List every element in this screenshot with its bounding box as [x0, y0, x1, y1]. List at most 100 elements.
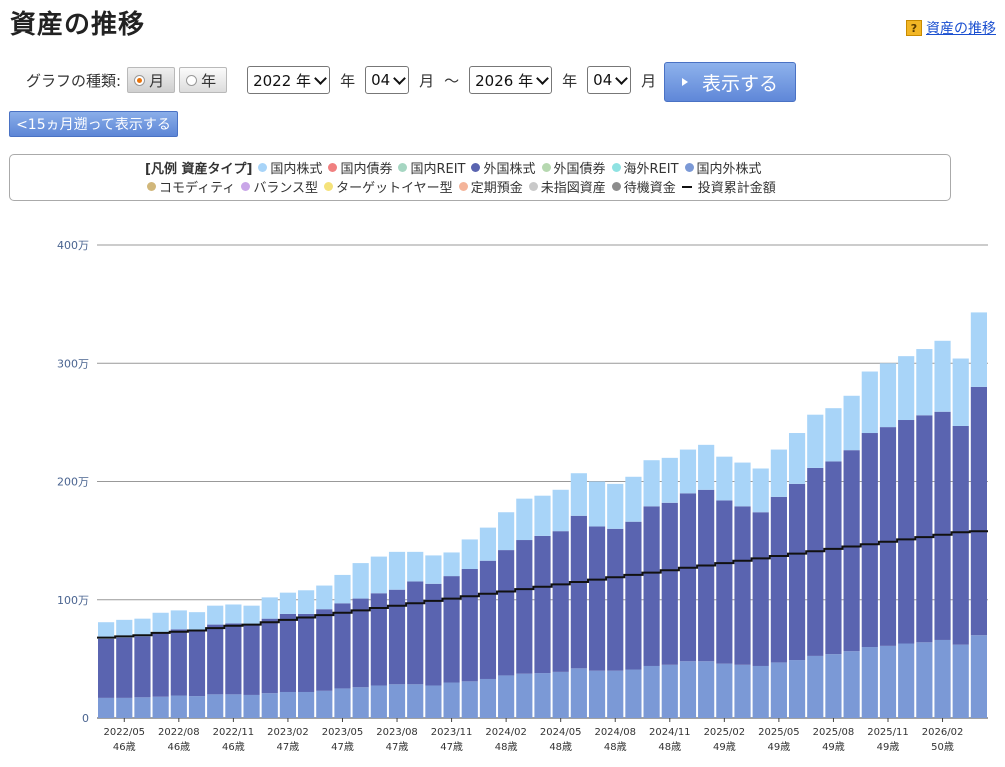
bar-segment	[498, 512, 515, 551]
start-year-select[interactable]: 2022 年	[247, 66, 331, 94]
bar-segment	[407, 581, 424, 685]
legend-item: 投資累計金額	[681, 177, 776, 196]
bar-segment	[534, 673, 551, 718]
bar-segment	[752, 512, 769, 666]
show-button-label: 表示する	[701, 72, 778, 95]
help-link-text[interactable]: 資産の推移	[926, 21, 996, 37]
bar-segment	[861, 647, 878, 718]
bar-segment	[770, 496, 787, 663]
bar-segment	[698, 444, 715, 490]
radio-month-button[interactable]: 月	[127, 67, 176, 93]
bar-segment	[316, 690, 333, 718]
bar-segment	[98, 697, 115, 718]
bar-segment	[588, 526, 606, 671]
legend-label: 待機資金	[623, 181, 676, 196]
x-tick-date: 2023/05	[322, 727, 364, 738]
show-button[interactable]: 表示する	[664, 62, 796, 102]
end-year-select[interactable]: 2026 年	[469, 66, 553, 94]
bar-segment	[861, 371, 878, 434]
legend-label: 外国債券	[553, 162, 606, 177]
bar-segment	[607, 483, 624, 529]
legend-dot-icon	[611, 182, 621, 191]
y-tick-label: 0	[82, 712, 89, 725]
back-15-months-button[interactable]: <15ヵ月遡って表示する	[9, 111, 178, 137]
bar-segment	[207, 694, 224, 718]
bar-segment	[407, 684, 424, 718]
bar-segment	[716, 500, 733, 664]
x-tick-date: 2024/08	[594, 727, 636, 738]
bar-segment	[534, 535, 551, 674]
bar-segment	[334, 574, 351, 604]
bar-segment	[661, 502, 678, 665]
x-tick-date: 2025/11	[867, 727, 909, 738]
x-tick-age: 48歳	[658, 741, 681, 753]
bar-segment	[679, 449, 697, 494]
bar-segment	[116, 637, 133, 698]
chevron-down-icon	[615, 71, 629, 85]
legend-label: 投資累計金額	[697, 181, 776, 196]
legend-item: 国内REIT	[398, 158, 465, 177]
help-link[interactable]: ? 資産の推移	[906, 18, 996, 38]
bar-segment	[443, 576, 460, 683]
bar-segment	[898, 356, 915, 421]
bar-segment	[225, 694, 242, 718]
legend-dot-icon	[528, 182, 538, 191]
bar-segment	[661, 457, 678, 503]
bar-segment	[570, 515, 587, 669]
legend-label: 国内債券	[340, 162, 393, 177]
legend-label: 国内REIT	[410, 162, 466, 177]
bar-segment	[734, 506, 751, 665]
bar-segment	[952, 644, 969, 718]
bar-segment	[279, 691, 297, 718]
bar-segment	[934, 340, 951, 412]
bar-segment	[570, 473, 587, 516]
x-tick-date: 2023/08	[376, 727, 418, 738]
bar-segment	[970, 386, 987, 636]
x-tick-age: 49歳	[713, 741, 736, 753]
x-tick-age: 47歳	[331, 741, 354, 753]
bar-segment	[498, 550, 515, 676]
start-month-select[interactable]: 04	[365, 66, 410, 94]
legend-label: 海外REIT	[623, 162, 679, 177]
x-tick-age: 46歳	[167, 741, 190, 753]
bar-segment	[625, 669, 642, 718]
bar-segment	[916, 642, 933, 718]
bar-segment	[807, 655, 824, 718]
x-tick-date: 2023/02	[267, 727, 309, 738]
x-tick-date: 2024/05	[540, 727, 582, 738]
bar-segment	[825, 654, 842, 718]
bar-segment	[934, 411, 951, 640]
legend-item: ターゲットイヤー型	[324, 177, 453, 196]
radio-month-label: 月	[149, 71, 165, 90]
start-month-value: 04	[371, 71, 391, 89]
bar-segment	[843, 395, 860, 451]
x-tick-age: 46歳	[222, 741, 245, 753]
x-tick-age: 49歳	[822, 741, 845, 753]
bar-segment	[588, 670, 606, 718]
y-tick-label: 200万	[57, 476, 89, 489]
radio-selected-icon	[134, 74, 146, 86]
investment-line	[97, 530, 988, 639]
bar-segment	[752, 665, 769, 718]
radio-year-button[interactable]: 年	[179, 67, 228, 93]
bar-segment	[498, 675, 515, 718]
start-year-value: 2022 年	[253, 71, 312, 90]
bar-segment	[588, 481, 606, 527]
y-tick-label: 400万	[57, 239, 89, 252]
legend-item: 国内債券	[328, 158, 392, 177]
legend-dot-icon	[398, 163, 408, 172]
range-tilde: ～	[444, 71, 460, 90]
bar-segment	[334, 688, 351, 718]
x-tick-age: 49歳	[768, 741, 791, 753]
bar-segment	[898, 643, 915, 718]
bar-segment	[879, 427, 897, 646]
bar-segment	[934, 639, 951, 718]
bar-segment	[461, 539, 478, 570]
bar-segment	[316, 609, 333, 691]
bar-segment	[734, 462, 751, 507]
bar-segment	[716, 663, 733, 718]
bar-segment	[807, 467, 824, 656]
bar-segment	[861, 433, 878, 648]
end-month-select[interactable]: 04	[587, 66, 632, 94]
legend-dot-icon	[147, 182, 156, 191]
